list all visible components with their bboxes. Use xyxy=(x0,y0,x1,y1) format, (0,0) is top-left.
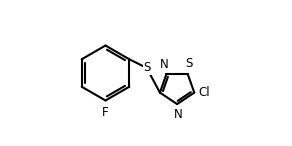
Text: Cl: Cl xyxy=(198,86,210,99)
Text: N: N xyxy=(160,58,169,71)
Text: F: F xyxy=(102,106,109,119)
Text: S: S xyxy=(185,57,192,70)
Text: S: S xyxy=(143,61,151,74)
Text: N: N xyxy=(173,108,182,121)
